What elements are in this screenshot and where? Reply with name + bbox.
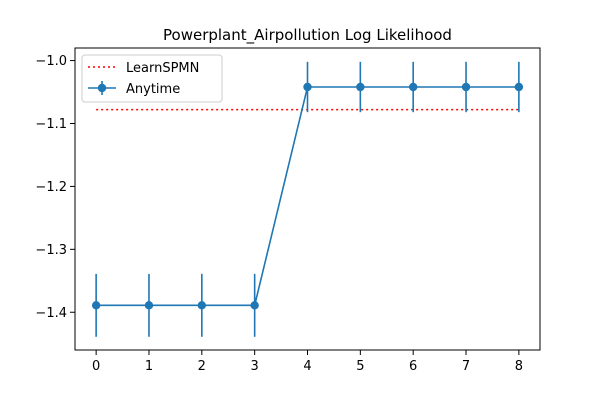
series-anytime-point bbox=[144, 301, 154, 310]
axes: 0 1 2 3 4 5 6 7 8 −1.4 −1.3 −1.2 −1.1 −1.0 bbox=[35, 47, 541, 374]
x-tick-label: 5 bbox=[356, 359, 364, 374]
x-tick-label: 2 bbox=[198, 359, 206, 374]
series-anytime-point bbox=[461, 82, 471, 92]
legend-box bbox=[81, 54, 223, 103]
x-tick-label: 4 bbox=[303, 359, 311, 374]
y-tick-label: −1.0 bbox=[35, 54, 67, 69]
legend-anytime-label: Anytime bbox=[126, 82, 180, 97]
x-tick-label: 7 bbox=[462, 359, 470, 374]
plot-area bbox=[91, 61, 524, 337]
y-tick-label: −1.3 bbox=[35, 243, 67, 258]
x-tick-label: 6 bbox=[409, 359, 417, 374]
legend-learnspmn-label: LearnSPMN bbox=[126, 61, 199, 76]
series-anytime-point bbox=[408, 82, 418, 92]
legend-anytime-marker bbox=[97, 83, 107, 93]
x-tick-label: 3 bbox=[251, 359, 259, 374]
series-anytime-point bbox=[91, 301, 101, 310]
x-tick-label: 8 bbox=[515, 359, 523, 374]
series-anytime-point bbox=[514, 82, 524, 92]
series-anytime-point bbox=[356, 82, 365, 92]
series-anytime-point bbox=[303, 82, 312, 92]
y-tick-label: −1.2 bbox=[35, 180, 67, 195]
chart-title: Powerplant_Airpollution Log Likelihood bbox=[163, 26, 452, 45]
legend: LearnSPMN Anytime bbox=[81, 54, 223, 103]
x-tick-label: 0 bbox=[92, 359, 100, 374]
x-tick-label: 1 bbox=[145, 359, 153, 374]
series-anytime-point bbox=[197, 301, 207, 310]
y-tick-label: −1.1 bbox=[35, 117, 67, 132]
series-anytime-point bbox=[250, 301, 259, 310]
y-tick-label: −1.4 bbox=[35, 306, 67, 321]
